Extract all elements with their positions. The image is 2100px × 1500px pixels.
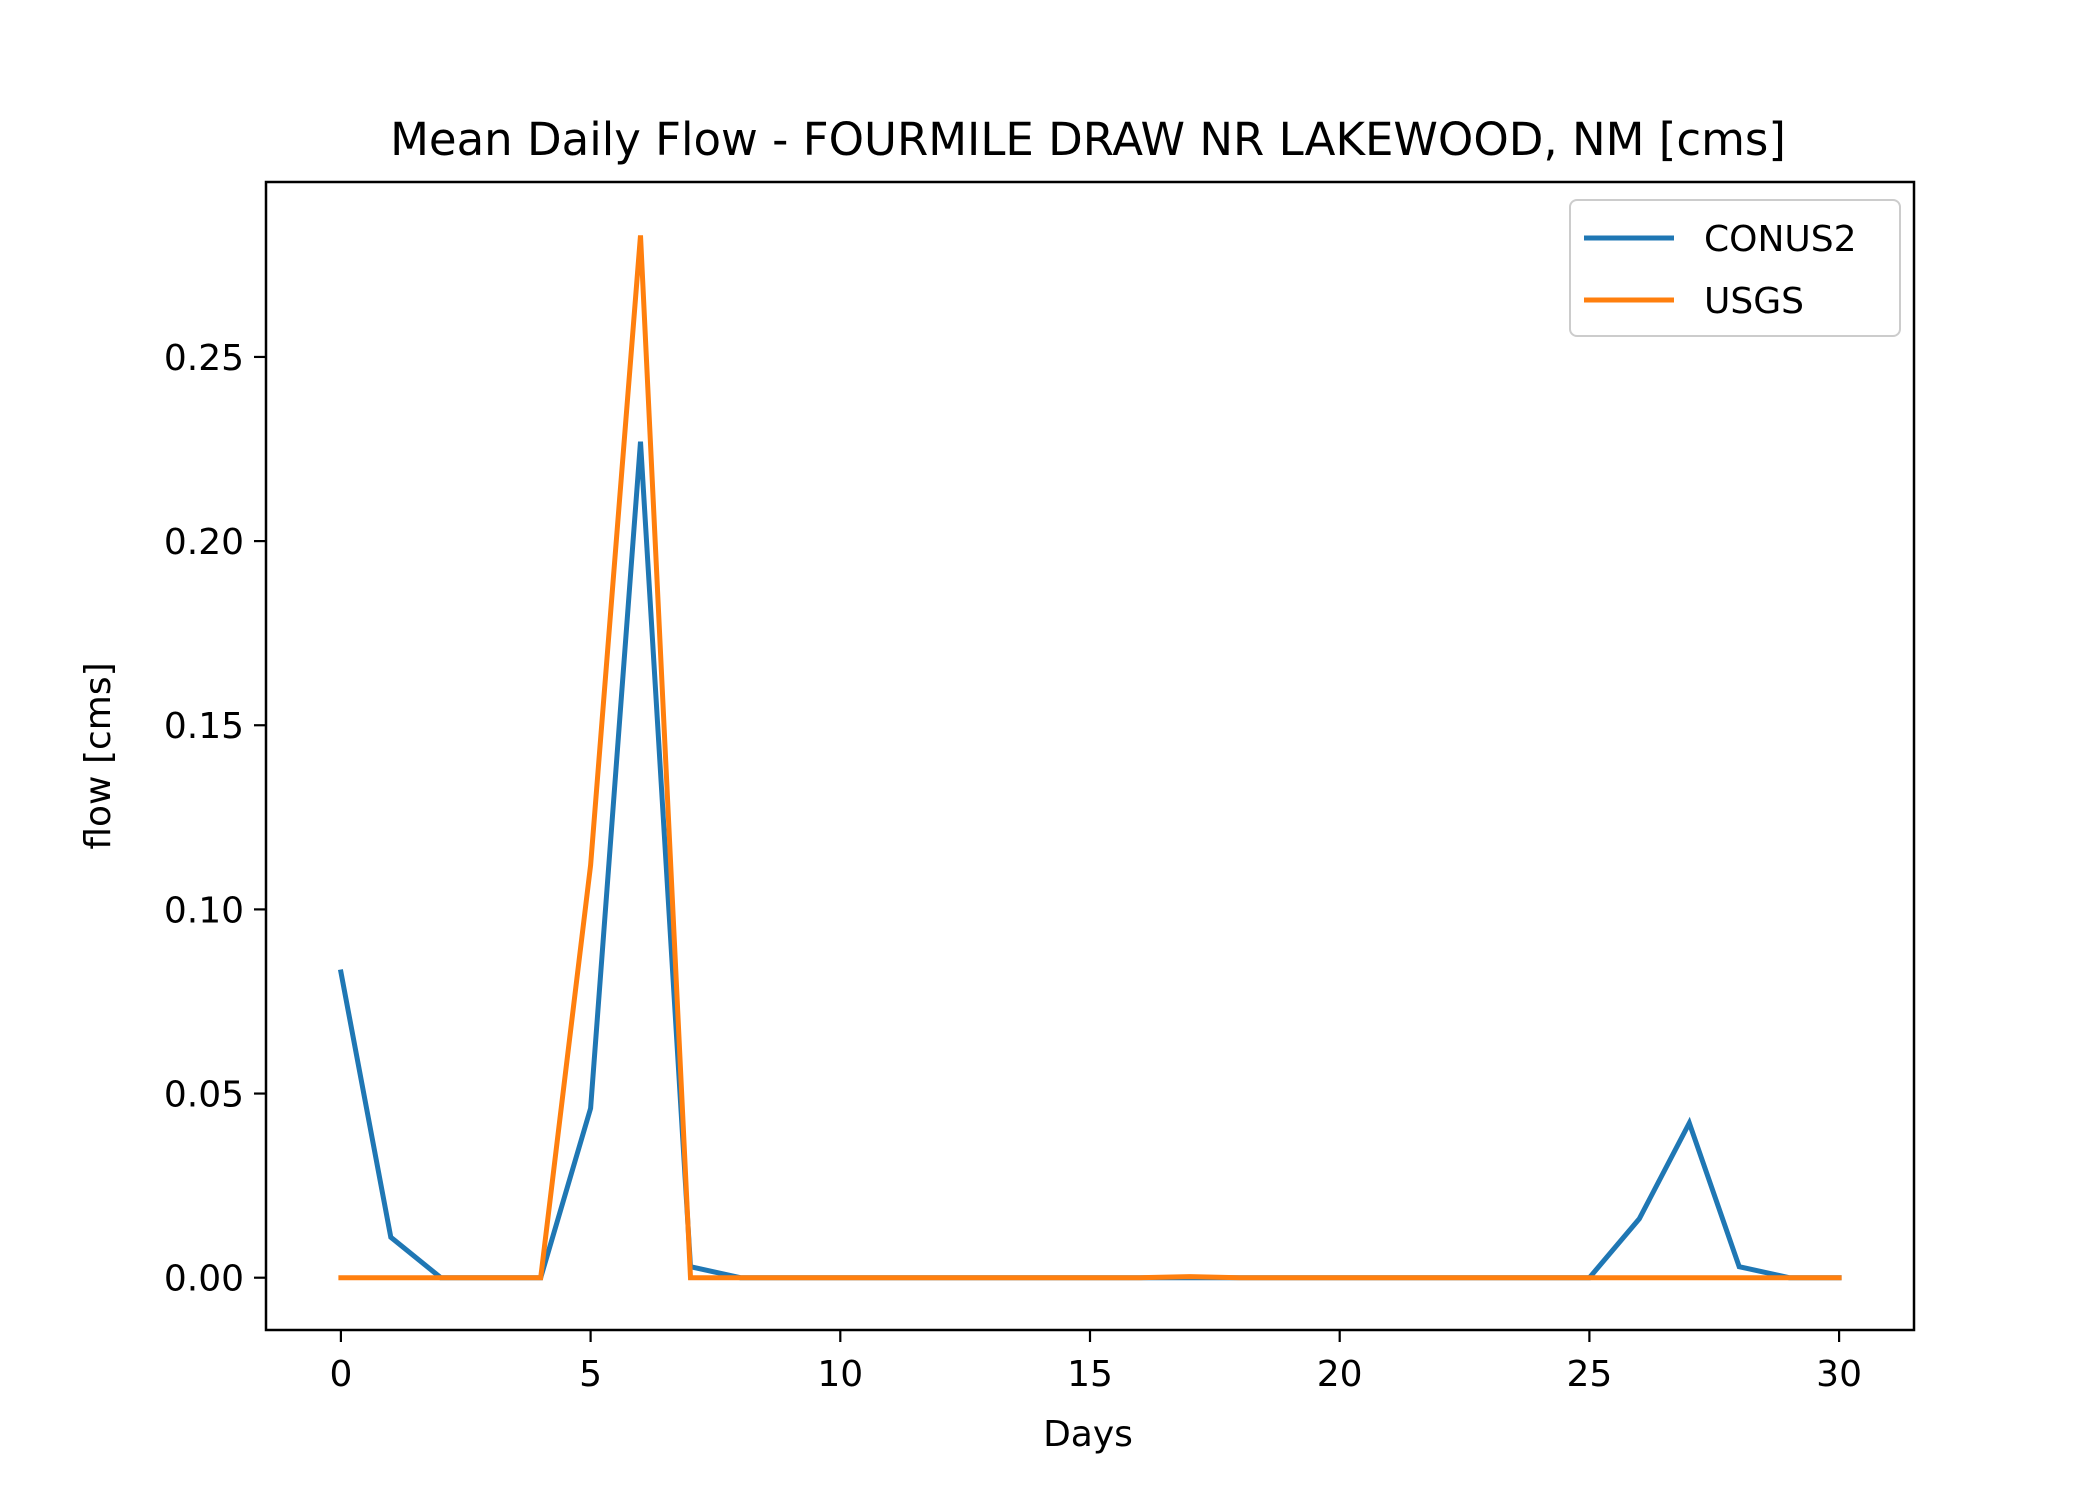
series-layer: [337, 235, 1842, 1281]
y-tick-label: 0.00: [164, 1259, 244, 1300]
x-tick-label: 30: [1816, 1354, 1862, 1395]
y-tick-label: 0.20: [164, 522, 244, 563]
y-tick-label: 0.25: [164, 338, 244, 379]
y-axis: 0.00 0.05 0.10 0.15 0.20 0.25: [164, 338, 266, 1300]
x-tick-label: 10: [817, 1354, 863, 1395]
y-axis-label: flow [cms]: [78, 662, 119, 849]
x-axis: 0 5 10 15 20 25 30: [329, 1330, 1862, 1395]
y-tick-label: 0.05: [164, 1075, 244, 1116]
x-tick-label: 5: [579, 1354, 602, 1395]
x-tick-label: 15: [1067, 1354, 1113, 1395]
series-line-usgs: [338, 235, 1842, 1281]
legend-label-conus2: CONUS2: [1704, 219, 1857, 260]
x-tick-label: 20: [1317, 1354, 1363, 1395]
y-tick-label: 0.10: [164, 890, 244, 931]
chart-title: Mean Daily Flow - FOURMILE DRAW NR LAKEW…: [390, 113, 1786, 166]
x-tick-label: 25: [1566, 1354, 1612, 1395]
x-tick-label: 0: [329, 1354, 352, 1395]
legend: CONUS2 USGS: [1569, 199, 1901, 337]
y-tick-label: 0.15: [164, 706, 244, 747]
legend-label-usgs: USGS: [1704, 281, 1804, 322]
x-axis-label: Days: [1043, 1414, 1133, 1455]
